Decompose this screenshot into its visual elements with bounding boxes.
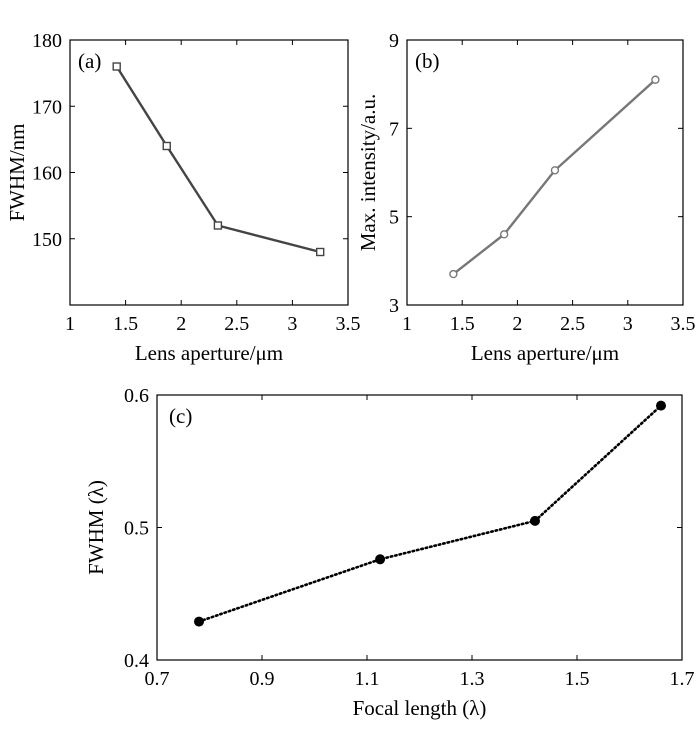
x-tick-label: 2.5 [560, 313, 585, 335]
x-tick-label: 2 [176, 313, 186, 335]
data-point [213, 221, 223, 230]
data-point [194, 616, 204, 627]
data-point [375, 554, 386, 565]
plot-frame [406, 39, 684, 306]
y-tick-label: 3 [389, 295, 399, 317]
series-line [452, 78, 657, 276]
data-point [530, 515, 540, 526]
y-tick-label: 150 [32, 229, 62, 251]
y-tick-label: 0.4 [124, 650, 149, 672]
y-axis-label: Max. intensity/a.u. [356, 94, 380, 251]
y-tick-label: 9 [389, 30, 399, 52]
chart-panel-b: 1 1.5 2 2.5 3 3.5 3 5 7 9 Lens aperture/μm Max. int… [356, 30, 696, 365]
y-axis-label: FWHM (λ) [84, 480, 108, 575]
data-point [162, 141, 171, 151]
x-tick-label: 2.5 [224, 313, 249, 335]
plot-frame [156, 394, 683, 661]
data-point [499, 230, 509, 239]
plot-frame [69, 39, 349, 306]
x-axis-label: Lens aperture/μm [135, 341, 283, 365]
y-tick-label: 0.6 [124, 385, 149, 407]
data-point [449, 269, 458, 279]
y-tick-label: 7 [389, 118, 399, 140]
x-tick-label: 1.5 [113, 313, 138, 335]
y-tick-label: 170 [32, 96, 62, 118]
x-tick-label: 1 [402, 313, 412, 335]
x-axis-label: Focal length (λ) [353, 696, 487, 720]
x-tick-label: 1.3 [460, 668, 485, 690]
panel-label: (c) [169, 404, 192, 428]
series-line [115, 65, 321, 254]
x-tick-label: 3.5 [336, 313, 361, 335]
data-point [550, 166, 560, 175]
x-tick-label: 2 [512, 313, 522, 335]
data-point [316, 247, 325, 257]
chart-panel-c: 0.7 0.9 1.1 1.3 1.5 1.7 0.4 0.5 0.6 Focal length … [84, 385, 695, 720]
y-tick-label: 180 [32, 30, 62, 52]
x-tick-label: 3 [623, 313, 633, 335]
x-tick-label: 0.7 [145, 668, 170, 690]
x-axis-label: Lens aperture/μm [471, 341, 619, 365]
y-tick-label: 5 [389, 207, 399, 229]
y-tick-label: 160 [32, 163, 62, 185]
x-tick-label: 1.5 [565, 668, 590, 690]
y-axis-label: FWHM/nm [5, 123, 29, 221]
data-point [651, 75, 660, 84]
chart-panel-a: 1 1.5 2 2.5 3 3.5 150 160 170 180 Lens aperture/μm… [5, 30, 361, 365]
x-tick-label: 1.5 [450, 313, 475, 335]
data-point [112, 62, 121, 71]
x-tick-label: 1.7 [670, 668, 695, 690]
data-point [656, 400, 666, 411]
panel-label: (a) [78, 49, 101, 73]
x-tick-label: 1.1 [355, 668, 380, 690]
panel-label: (b) [415, 49, 440, 73]
x-tick-label: 1 [65, 313, 75, 335]
y-tick-label: 0.5 [124, 518, 149, 540]
x-tick-label: 3 [287, 313, 297, 335]
x-tick-label: 3.5 [671, 313, 696, 335]
x-tick-label: 0.9 [250, 668, 275, 690]
series-line [197, 404, 663, 623]
